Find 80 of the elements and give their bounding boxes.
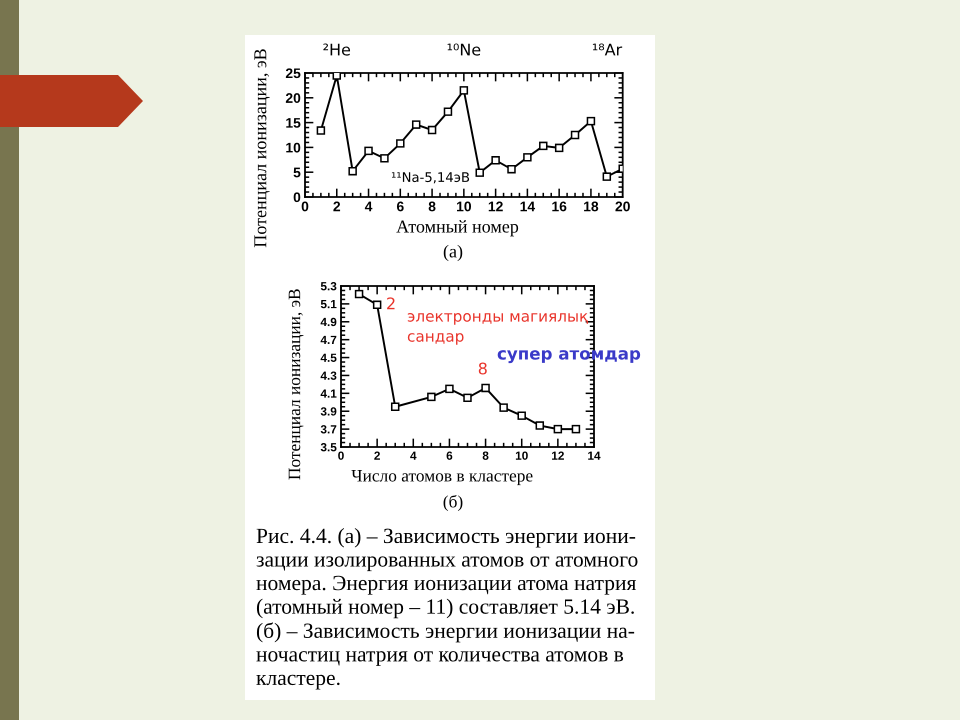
x-tick-label: 14	[588, 452, 601, 460]
point	[348, 166, 357, 176]
point	[444, 107, 452, 116]
x-tick-label: 18	[584, 202, 598, 212]
x-tick-label: 10	[457, 202, 472, 212]
x-tick-label: 16	[552, 202, 566, 212]
point	[602, 172, 612, 181]
point	[396, 139, 405, 148]
x-tick-label: 6	[446, 451, 452, 460]
annotation: 2	[387, 297, 395, 310]
x-axis-title: Атомный номер	[396, 220, 518, 236]
point	[427, 392, 436, 402]
y-tick-label: 15	[286, 118, 300, 128]
y-tick-label: 25	[286, 68, 300, 78]
x-tick-label: 14	[520, 202, 536, 212]
x-tick-label: 4	[410, 452, 417, 460]
text: (а)	[444, 244, 462, 262]
x-tick-label: 8	[482, 451, 488, 460]
annotation: ¹¹Na-5,14эВ	[392, 172, 470, 184]
y-tick-label: 5.1	[320, 300, 337, 308]
y-tick-label: 0	[294, 192, 300, 202]
point	[316, 126, 326, 135]
point	[499, 403, 508, 412]
text: ¹⁸Ar	[592, 44, 622, 56]
point	[428, 126, 436, 134]
point	[572, 424, 580, 434]
x-tick-label: 0	[302, 202, 308, 212]
annotation: ²He	[323, 44, 350, 56]
point	[536, 421, 544, 430]
point	[460, 86, 468, 95]
annotation: 8	[478, 362, 487, 375]
point	[586, 116, 596, 126]
point	[481, 384, 490, 392]
x-tick-label: 20	[615, 202, 630, 212]
x-tick-label: 6	[396, 202, 404, 212]
x-tick-label: 2	[374, 451, 380, 460]
point	[517, 411, 526, 420]
point	[475, 168, 484, 177]
point	[390, 402, 400, 411]
point	[491, 156, 500, 165]
y-tick-label: 20	[286, 93, 300, 103]
y-tick-label: 4.1	[320, 389, 337, 398]
point	[570, 130, 580, 140]
y-tick-label: 4.5	[320, 354, 337, 362]
x-tick-label: 12	[488, 202, 503, 212]
x-tick-label: 2	[333, 202, 340, 212]
annotation: электронды магиялық сандар	[408, 313, 588, 345]
y-tick-label: 5	[294, 168, 300, 178]
text: (б)	[444, 494, 462, 512]
y-tick-label: 4.3	[320, 371, 336, 380]
x-tick-label: 0	[338, 451, 344, 460]
point	[554, 424, 562, 434]
x-tick-label: 10	[516, 451, 528, 460]
y-tick-label: 3.7	[320, 425, 336, 434]
y-axis-title: Потенциал ионизации, эВ	[254, 49, 270, 248]
point	[412, 120, 420, 129]
y-axis-title: Потенциал ионизации, эВ	[288, 289, 304, 480]
x-tick-label: 8	[428, 202, 436, 212]
point	[332, 73, 342, 80]
y-tick-label: 4.7	[320, 336, 336, 344]
point	[463, 394, 472, 402]
y-tick-label: 3.9	[320, 407, 336, 416]
y-tick-label: 4.9	[320, 318, 336, 326]
point	[507, 164, 516, 174]
x-tick-label: 12	[552, 451, 564, 460]
point	[539, 142, 548, 150]
y-tick-label: 5.3	[320, 282, 336, 290]
y-tick-label: 10	[286, 142, 300, 153]
x-axis-title: Число атомов в кластере	[351, 470, 533, 486]
point	[523, 153, 532, 162]
y-tick-label: 3.5	[320, 443, 337, 452]
point	[354, 290, 364, 298]
point	[372, 300, 382, 310]
point	[380, 154, 389, 163]
point	[364, 146, 373, 156]
point	[554, 144, 564, 152]
point	[445, 384, 454, 394]
text: Рис. 4.4. (а) – Зависимость энергии иони- зации изолированных атомов от атомного номера. Энергия ионизации атома натрия (атомный номер – 11) составляет 5.14 эВ. (б) – Зависимость энергии ионизации на- ночастиц натрия от количества атомов в кластере.	[256, 528, 638, 690]
annotation: ¹⁰Ne	[448, 44, 480, 56]
x-tick-label: 4	[364, 202, 372, 212]
